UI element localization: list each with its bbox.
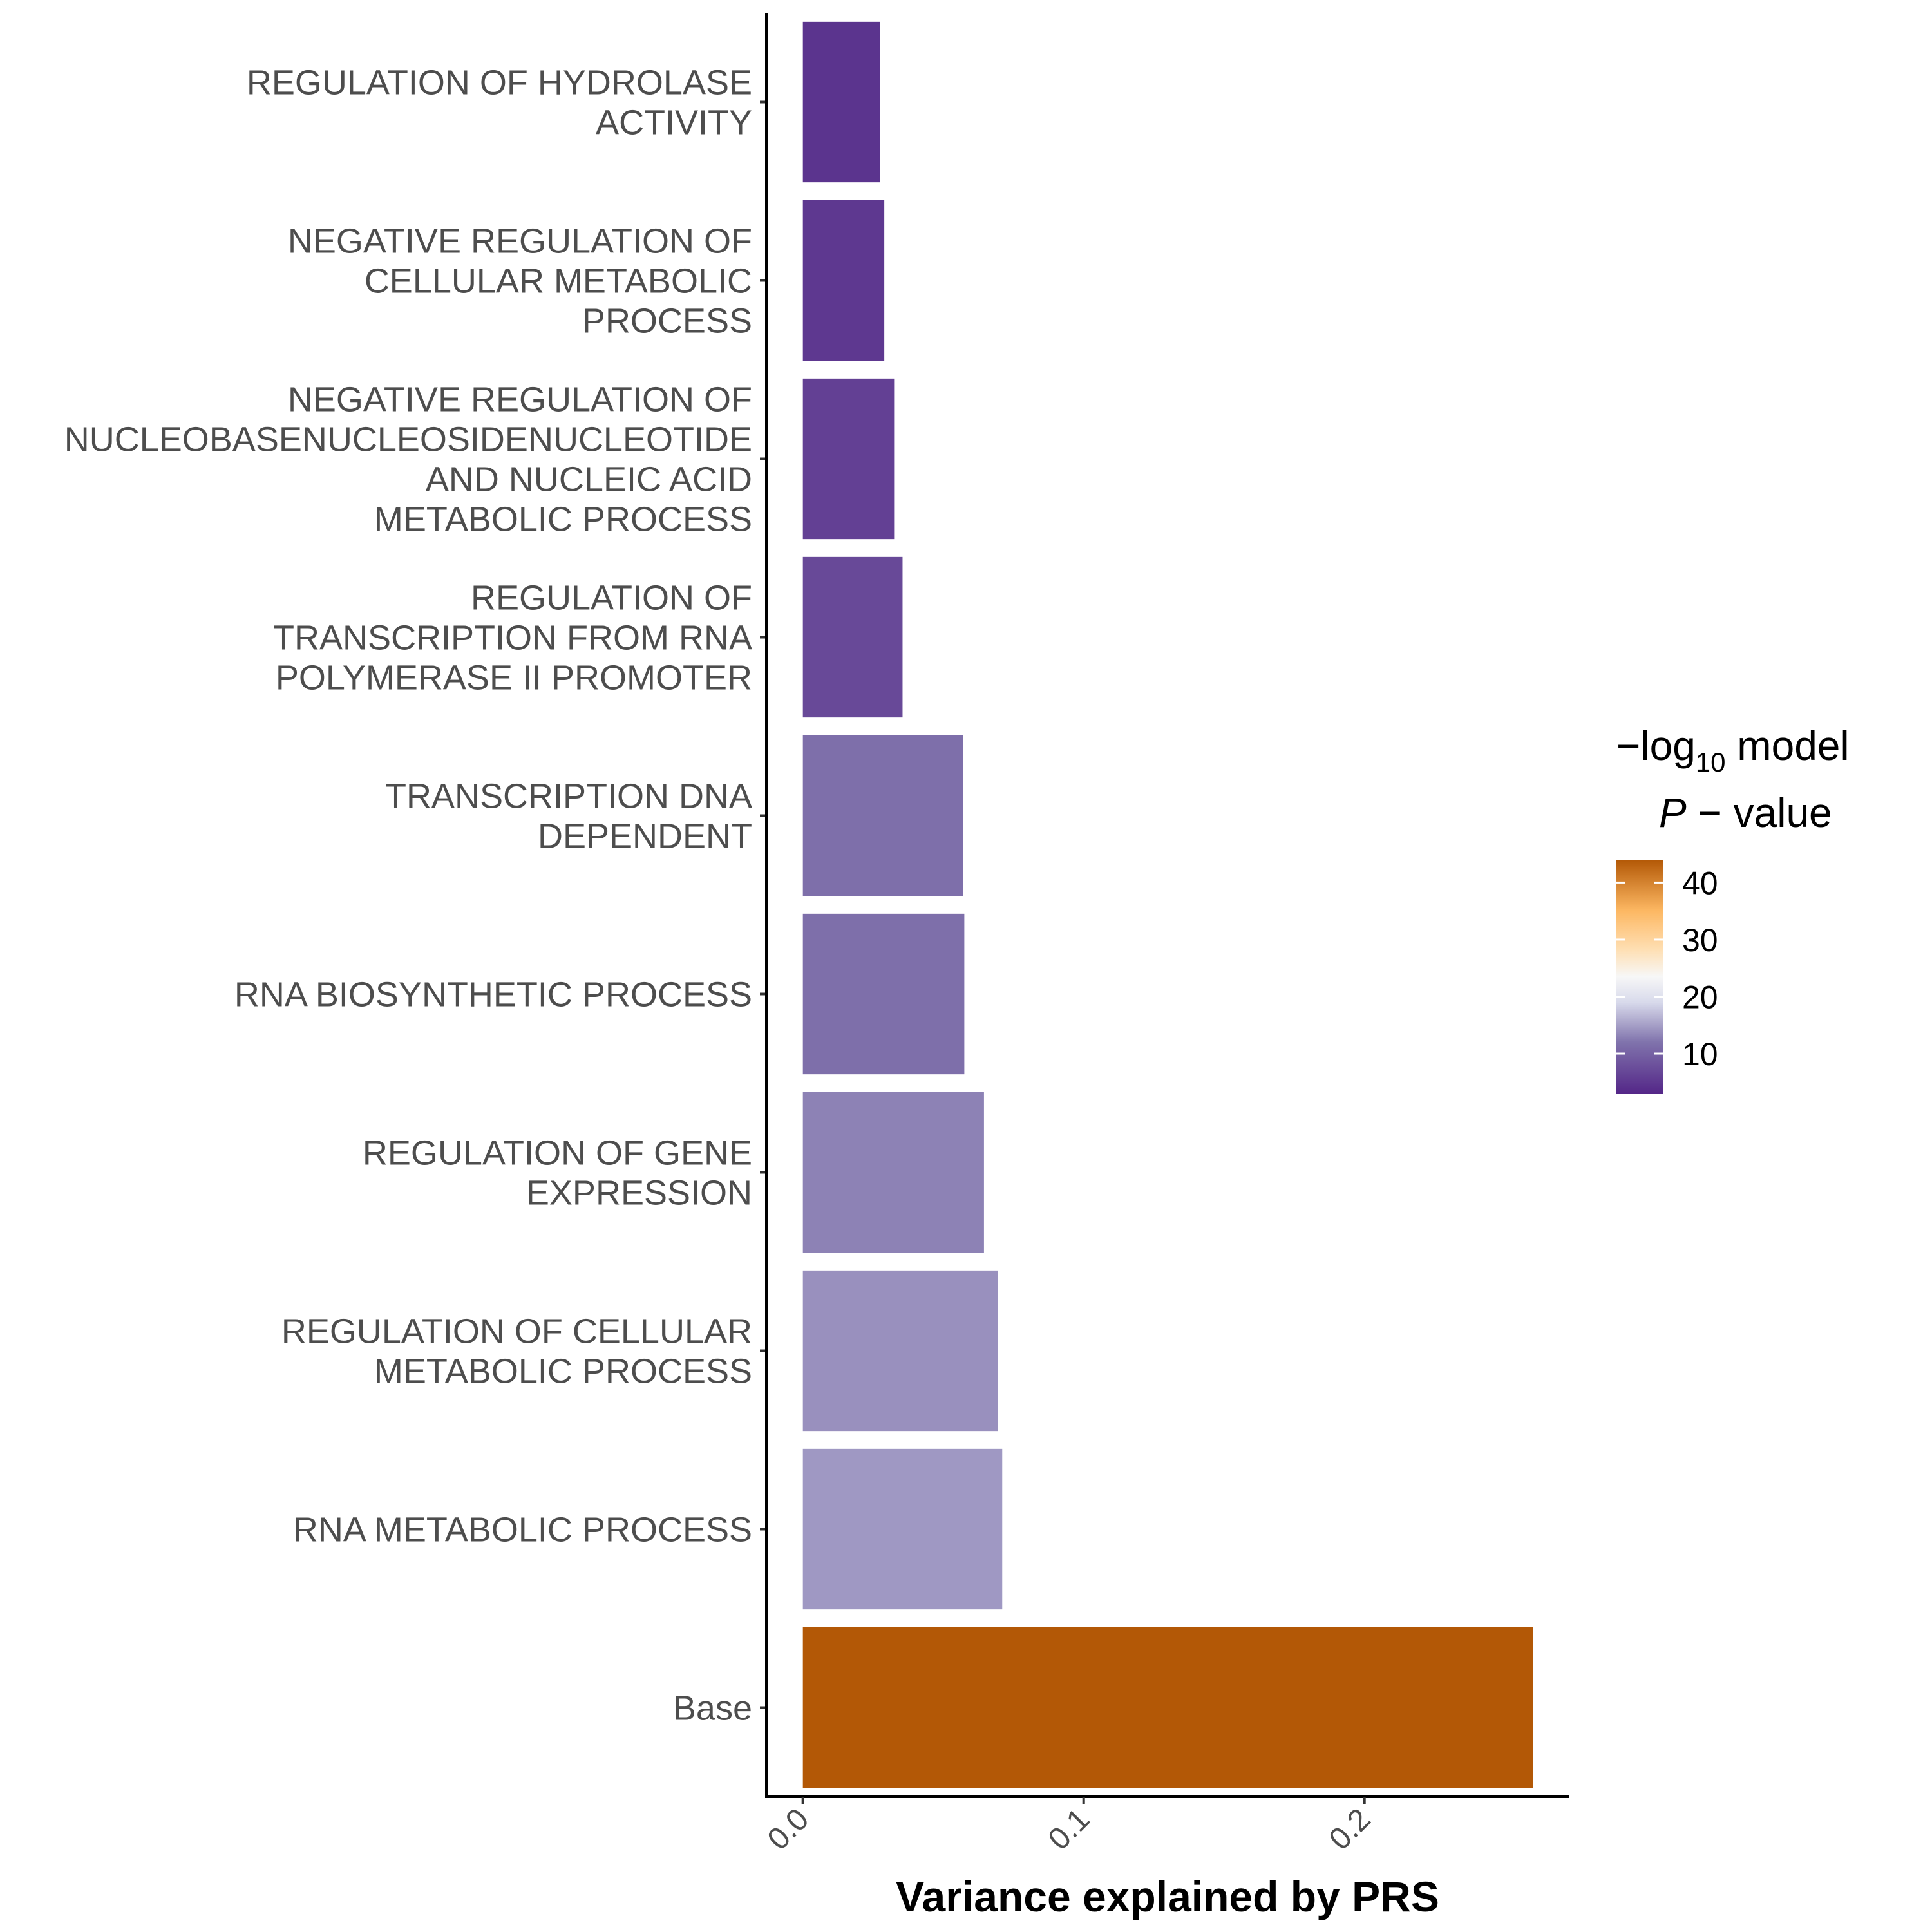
bar-1 bbox=[802, 200, 885, 361]
category-label-9: Base bbox=[673, 1689, 752, 1728]
legend-tick-label-3: 40 bbox=[1682, 865, 1718, 901]
legend-title-line-2: P − value bbox=[1659, 790, 1832, 836]
legend-tick-label-2: 30 bbox=[1682, 922, 1718, 958]
bar-7 bbox=[802, 1270, 998, 1432]
category-label-8: RNA METABOLIC PROCESS bbox=[293, 1511, 752, 1549]
category-labels: REGULATION OF HYDROLASE ACTIVITY NEGATIVE … bbox=[64, 64, 752, 1728]
legend-colorbar bbox=[1616, 860, 1663, 1094]
category-label-6: REGULATION OF GENE EXPRESSION bbox=[363, 1134, 752, 1213]
colorbar-legend: −log10 model P − value 10 20 30 40 bbox=[1616, 723, 1850, 1094]
category-label-0: REGULATION OF HYDROLASE ACTIVITY bbox=[247, 64, 752, 142]
x-tick-label-1: 0.1 bbox=[1042, 1802, 1097, 1857]
x-axis-title: Variance explained by PRS bbox=[896, 1873, 1439, 1920]
category-label-5: RNA BIOSYNTHETIC PROCESS bbox=[234, 976, 752, 1014]
legend-tick-label-0: 10 bbox=[1682, 1036, 1718, 1072]
category-label-4: TRANSCRIPTION DNA DEPENDENT bbox=[385, 777, 752, 856]
category-label-2: NEGATIVE REGULATION OF NUCLEOBASENUCLEOSI… bbox=[64, 381, 752, 539]
bar-6 bbox=[802, 1092, 984, 1253]
bars-layer bbox=[802, 21, 1533, 1788]
x-tick-label-2: 0.2 bbox=[1323, 1802, 1378, 1857]
bar-4 bbox=[802, 735, 963, 896]
bar-2 bbox=[802, 378, 895, 540]
bar-5 bbox=[802, 913, 965, 1075]
category-label-7: REGULATION OF CELLULAR METABOLIC PROCESS bbox=[281, 1312, 752, 1391]
bar-8 bbox=[802, 1448, 1003, 1610]
category-label-1: NEGATIVE REGULATION OF CELLULAR METABOLIC… bbox=[288, 222, 752, 341]
legend-tick-label-1: 20 bbox=[1682, 979, 1718, 1015]
bar-0 bbox=[802, 21, 880, 183]
category-label-3: REGULATION OF TRANSCRIPTION FROM RNA POLYM… bbox=[273, 579, 752, 697]
bar-3 bbox=[802, 556, 903, 718]
legend-title-line-1: −log10 model bbox=[1616, 723, 1850, 777]
x-tick-label-0: 0.0 bbox=[761, 1802, 816, 1857]
bar-9 bbox=[802, 1627, 1533, 1788]
